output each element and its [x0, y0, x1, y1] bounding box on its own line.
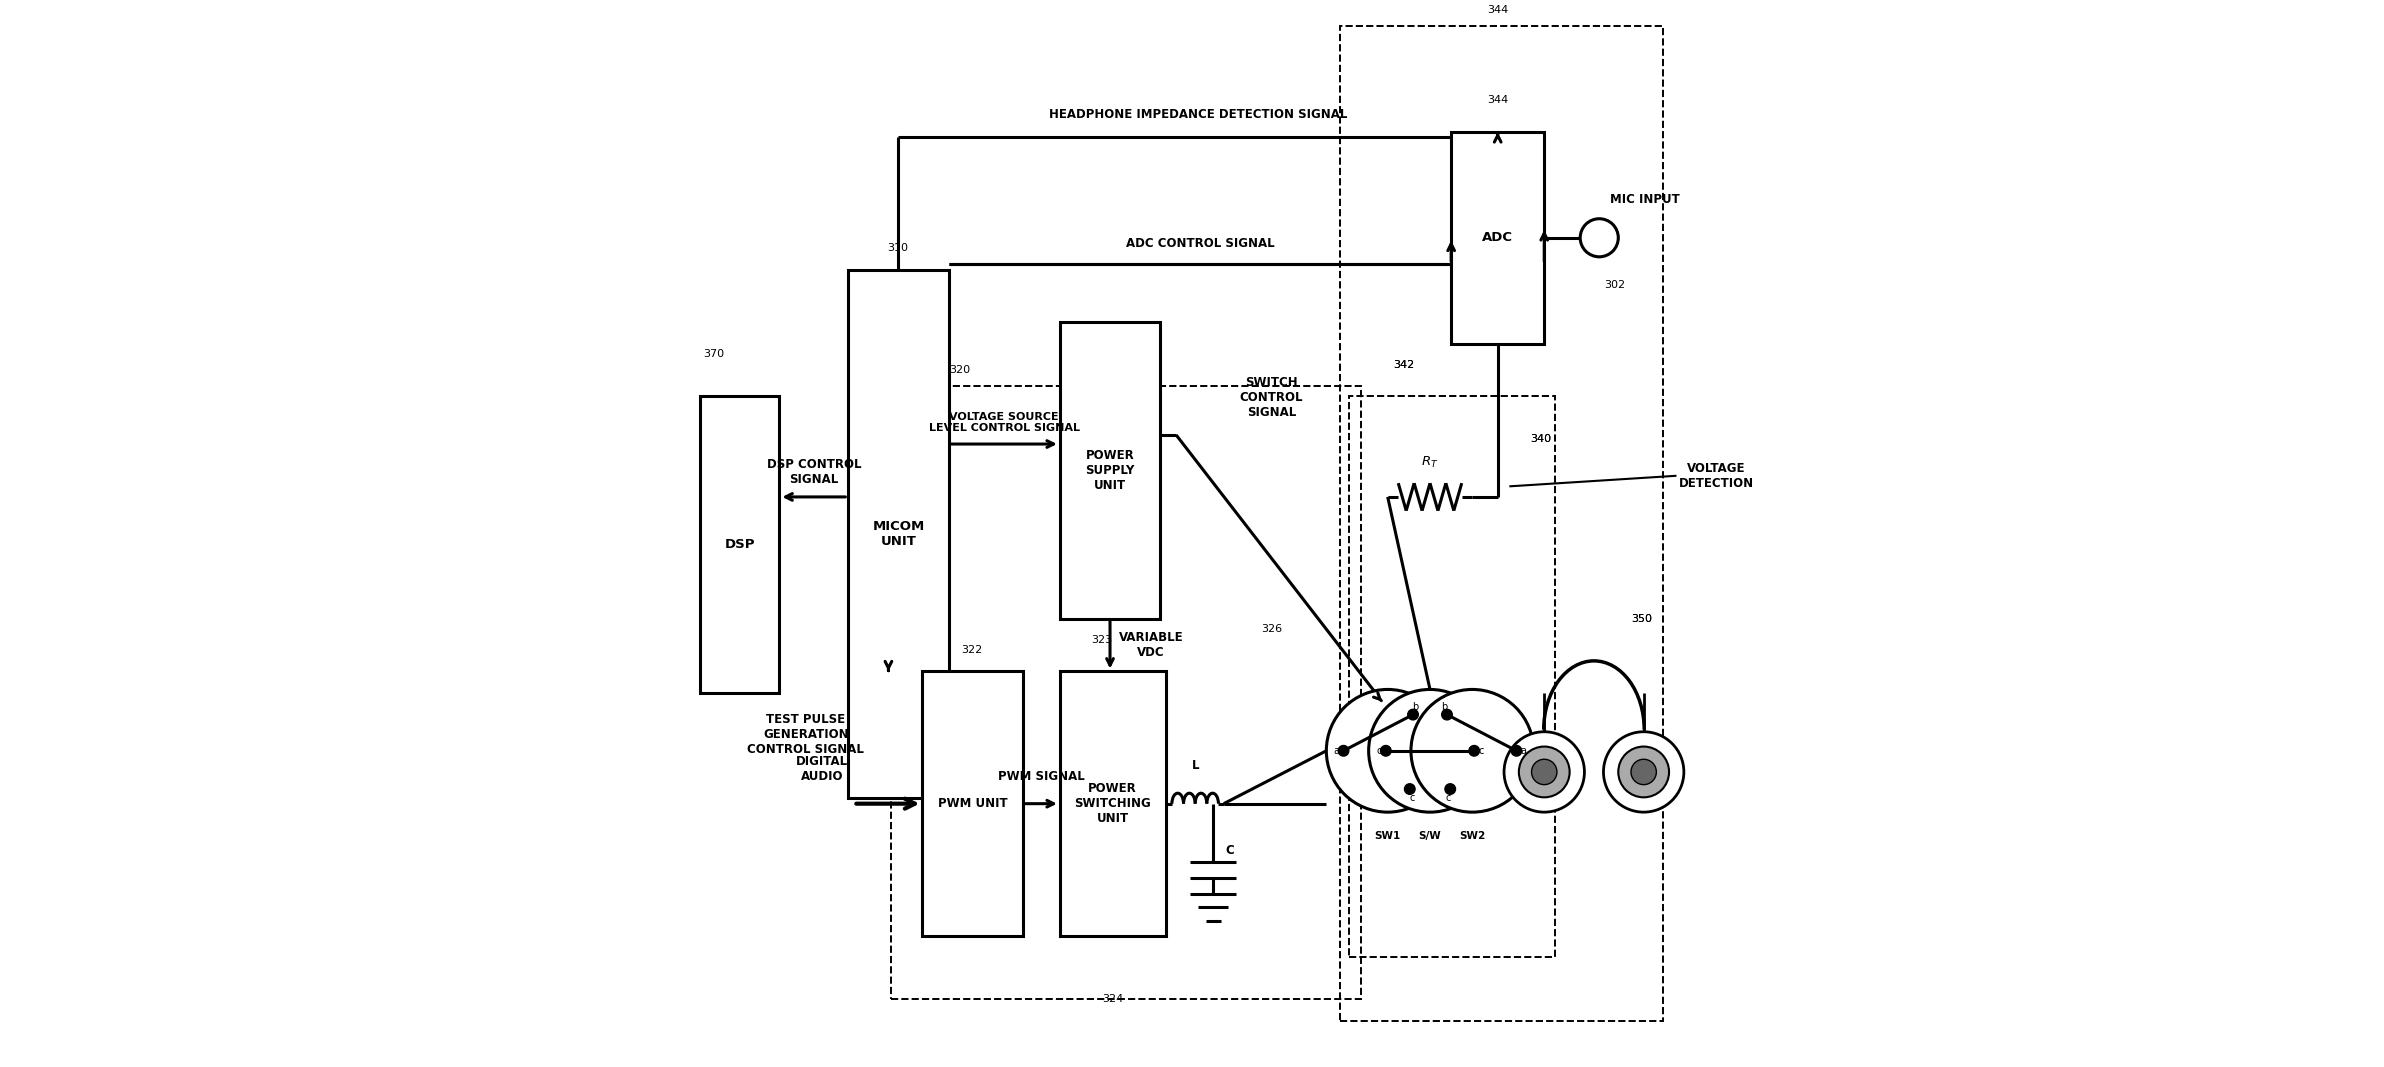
- Text: c: c: [1376, 746, 1380, 755]
- FancyBboxPatch shape: [1452, 132, 1545, 344]
- Text: DSP CONTROL
SIGNAL: DSP CONTROL SIGNAL: [768, 459, 861, 487]
- Text: SWITCH
CONTROL
SIGNAL: SWITCH CONTROL SIGNAL: [1240, 376, 1304, 419]
- Text: DSP: DSP: [725, 538, 756, 551]
- Text: SW2: SW2: [1459, 831, 1485, 841]
- Text: L: L: [1192, 759, 1199, 771]
- Circle shape: [1519, 747, 1569, 797]
- Text: ADC CONTROL SIGNAL: ADC CONTROL SIGNAL: [1125, 238, 1273, 251]
- Text: 342: 342: [1392, 360, 1414, 369]
- Text: MIC INPUT: MIC INPUT: [1609, 193, 1681, 206]
- Text: SW1: SW1: [1376, 831, 1402, 841]
- Circle shape: [1442, 710, 1452, 720]
- Text: $R_T$: $R_T$: [1421, 456, 1438, 471]
- Text: PWM UNIT: PWM UNIT: [937, 797, 1008, 810]
- Circle shape: [1407, 710, 1418, 720]
- Circle shape: [1469, 746, 1480, 757]
- Text: VOLTAGE
DETECTION: VOLTAGE DETECTION: [1678, 462, 1755, 490]
- Text: 310: 310: [887, 243, 908, 253]
- Circle shape: [1504, 732, 1585, 812]
- Circle shape: [1368, 689, 1492, 812]
- Text: a: a: [1521, 746, 1526, 755]
- Circle shape: [1404, 784, 1416, 794]
- Text: 340: 340: [1531, 434, 1552, 444]
- Text: c: c: [1409, 793, 1414, 802]
- FancyBboxPatch shape: [923, 671, 1023, 936]
- Circle shape: [1531, 760, 1557, 784]
- Text: 340: 340: [1531, 434, 1552, 444]
- Text: b: b: [1411, 702, 1418, 712]
- Text: HEADPHONE IMPEDANCE DETECTION SIGNAL: HEADPHONE IMPEDANCE DETECTION SIGNAL: [1049, 109, 1347, 122]
- Circle shape: [1604, 732, 1683, 812]
- Text: 350: 350: [1631, 614, 1652, 623]
- Text: PWM SIGNAL: PWM SIGNAL: [999, 769, 1085, 782]
- Text: 326: 326: [1261, 624, 1283, 634]
- Text: TEST PULSE
GENERATION
CONTROL SIGNAL: TEST PULSE GENERATION CONTROL SIGNAL: [749, 714, 865, 757]
- Circle shape: [1445, 784, 1457, 794]
- Text: 370: 370: [703, 349, 725, 360]
- Text: 324: 324: [1101, 994, 1123, 1004]
- Text: 322: 322: [961, 646, 982, 655]
- Text: 323: 323: [1092, 635, 1113, 644]
- Circle shape: [1380, 746, 1392, 757]
- Text: c: c: [1478, 746, 1483, 755]
- Circle shape: [1411, 689, 1533, 812]
- Text: 302: 302: [1604, 280, 1626, 290]
- Text: DIGITAL
AUDIO: DIGITAL AUDIO: [796, 754, 849, 782]
- Text: b: b: [1442, 702, 1447, 712]
- FancyBboxPatch shape: [1061, 322, 1161, 619]
- Text: MICOM
UNIT: MICOM UNIT: [873, 520, 925, 548]
- Text: a: a: [1333, 746, 1340, 755]
- Text: 342: 342: [1392, 360, 1414, 369]
- Text: 350: 350: [1631, 614, 1652, 623]
- Text: ADC: ADC: [1483, 232, 1514, 244]
- Circle shape: [1631, 760, 1657, 784]
- Text: c: c: [1445, 793, 1452, 802]
- Circle shape: [1581, 219, 1619, 257]
- Circle shape: [1337, 746, 1349, 757]
- FancyBboxPatch shape: [849, 270, 949, 798]
- FancyBboxPatch shape: [1061, 671, 1166, 936]
- Text: 344: 344: [1488, 95, 1509, 106]
- Text: POWER
SWITCHING
UNIT: POWER SWITCHING UNIT: [1075, 782, 1151, 825]
- Text: VOLTAGE SOURCE
LEVEL CONTROL SIGNAL: VOLTAGE SOURCE LEVEL CONTROL SIGNAL: [930, 412, 1080, 433]
- Text: VARIABLE
VDC: VARIABLE VDC: [1118, 631, 1182, 659]
- Text: POWER
SUPPLY
UNIT: POWER SUPPLY UNIT: [1085, 449, 1135, 492]
- FancyBboxPatch shape: [701, 397, 780, 692]
- Circle shape: [1511, 746, 1521, 757]
- Text: 320: 320: [949, 365, 970, 375]
- Circle shape: [1326, 689, 1449, 812]
- Text: C: C: [1225, 844, 1235, 857]
- Text: S/W: S/W: [1418, 831, 1442, 841]
- Circle shape: [1619, 747, 1669, 797]
- Text: 344: 344: [1488, 5, 1509, 15]
